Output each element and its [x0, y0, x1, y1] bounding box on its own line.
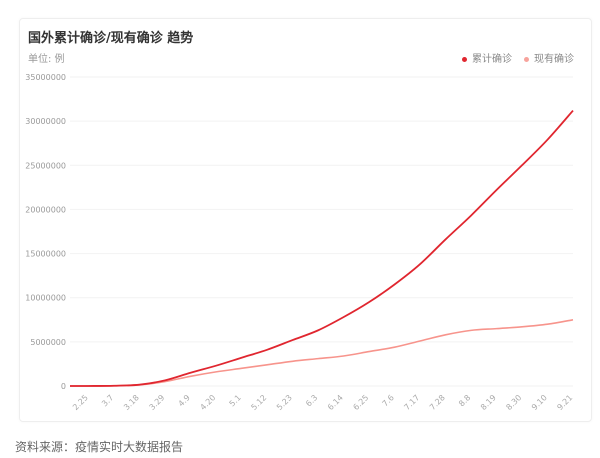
- x-tick-label: 7.28: [428, 393, 447, 412]
- x-tick-label: 3.29: [147, 393, 166, 412]
- y-tick-label: 25000000: [25, 161, 66, 170]
- legend-dot-icon: [462, 56, 467, 62]
- legend-label: 现有确诊: [534, 54, 574, 65]
- series-line-cumulative: [69, 109, 574, 387]
- legend-item-cumulative[interactable]: 累计确诊: [462, 50, 512, 65]
- x-tick-label: 5.12: [249, 393, 268, 412]
- y-tick-label: 10000000: [25, 294, 66, 303]
- y-tick-label: 20000000: [25, 205, 66, 214]
- x-tick-label: 7.17: [402, 393, 421, 412]
- source-note: 资料来源：疫情实时大数据报告: [15, 440, 184, 454]
- legend-item-current[interactable]: 现有确诊: [524, 50, 574, 65]
- x-tick-label: 3.18: [122, 393, 141, 412]
- y-tick-label: 15000000: [25, 250, 66, 259]
- x-tick-label: 4.20: [198, 393, 217, 412]
- x-tick-label: 7.6: [381, 393, 396, 408]
- x-tick-label: 8.19: [479, 393, 498, 412]
- x-tick-label: 5.1: [228, 393, 243, 408]
- x-tick-label: 4.9: [177, 393, 192, 408]
- y-tick-label: 35000000: [25, 73, 66, 82]
- x-tick-label: 8.30: [504, 393, 523, 412]
- x-tick-label: 9.10: [530, 393, 549, 412]
- y-tick-label: 5000000: [30, 338, 66, 347]
- x-tick-label: 6.3: [304, 393, 319, 408]
- x-tick-label: 6.25: [351, 393, 370, 412]
- x-tick-label: 5.23: [275, 393, 294, 412]
- y-tick-label: 0: [61, 382, 66, 391]
- legend-label: 累计确诊: [472, 54, 512, 65]
- legend: 累计确诊 现有确诊: [462, 50, 574, 65]
- x-tick-label: 6.14: [326, 393, 345, 412]
- chart-card: [19, 18, 592, 422]
- x-tick-label: 8.8: [457, 393, 472, 408]
- x-tick-label: 9.21: [555, 393, 574, 412]
- chart-title: 国外累计确诊/现有确诊 趋势: [28, 31, 194, 46]
- y-tick-label: 30000000: [25, 117, 66, 126]
- unit-label: 单位: 例: [28, 54, 65, 65]
- x-tick-label: 2.25: [71, 393, 90, 412]
- x-tick-label: 3.7: [100, 393, 115, 408]
- legend-dot-icon: [524, 56, 529, 62]
